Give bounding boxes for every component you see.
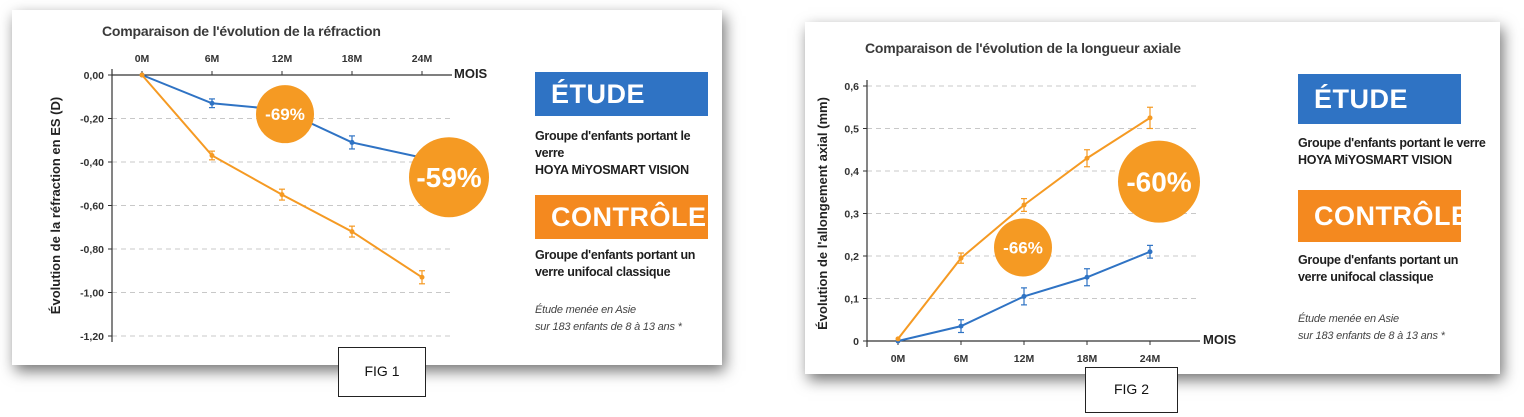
x-tick-label: 6M	[954, 353, 969, 365]
data-point	[349, 229, 355, 235]
axial-length-chart: 0 0,1 0,2 0,3 0,4 0,5 0,6 0M 6M 12M 18M 24M MOIS Évol…	[815, 80, 1237, 365]
study-note: Étude menée en Asie sur 183 enfants de 8…	[1298, 311, 1445, 345]
figure-label-2: FIG 2	[1085, 367, 1178, 413]
y-tick-label: 0	[853, 336, 859, 348]
study-note-line-2: sur 183 enfants de 8 à 13 ans *	[535, 321, 682, 333]
data-point	[1021, 293, 1027, 299]
y-tick-label: -0,60	[80, 201, 104, 213]
data-point	[1084, 155, 1090, 161]
reduction-badge	[409, 137, 489, 218]
y-tick-label: 0,1	[844, 294, 859, 306]
legend-etude-description: Groupe d'enfants portant le verre HOYA M…	[535, 128, 722, 179]
reduction-percent-label: -66%	[1003, 239, 1043, 258]
legend-controle-description: Groupe d'enfants portant un verre unifoc…	[1298, 252, 1458, 286]
legend-etude-line-2: HOYA MiYOSMART VISION	[1298, 153, 1452, 167]
chart-title: Comparaison de l'évolution de la longueu…	[865, 40, 1181, 56]
legend-etude-line-1: Groupe d'enfants portant le verre	[1298, 136, 1486, 150]
axial-length-chart-panel: Comparaison de l'évolution de la longueu…	[805, 22, 1500, 374]
data-point	[139, 72, 145, 78]
data-point	[349, 139, 355, 145]
reduction-percent-label: -60%	[1126, 167, 1191, 198]
data-point	[958, 255, 964, 261]
legend-controle-description: Groupe d'enfants portant un verre unifoc…	[535, 247, 695, 281]
legend-etude-line-2: HOYA MiYOSMART VISION	[535, 163, 689, 177]
y-axis-label: Évolution de l'allongement axial (mm)	[815, 97, 830, 330]
data-point	[958, 323, 964, 329]
reduction-badge	[1118, 140, 1200, 223]
figure-label-1: FIG 1	[338, 347, 426, 397]
study-note-line-1: Étude menée en Asie	[535, 304, 636, 316]
data-point	[1021, 202, 1027, 208]
data-point	[895, 336, 901, 342]
reduction-badge	[256, 85, 314, 144]
reduction-badge	[994, 218, 1052, 277]
data-point	[1147, 115, 1153, 121]
data-point	[209, 152, 215, 158]
data-point	[419, 274, 425, 280]
reduction-percent-label: -69%	[265, 105, 305, 124]
x-tick-label: 0M	[891, 353, 906, 365]
legend-controle-line-2: verre unifocal classique	[1298, 270, 1434, 284]
y-tick-label: 0,3	[844, 209, 859, 221]
y-tick-label: 0,2	[844, 251, 859, 263]
legend-etude-line-1: Groupe d'enfants portant le verre	[535, 129, 691, 160]
x-tick-label: 24M	[1140, 353, 1161, 365]
study-note-line-1: Étude menée en Asie	[1298, 313, 1399, 325]
legend-controle-line-2: verre unifocal classique	[535, 265, 671, 279]
x-tick-label: 18M	[342, 53, 363, 65]
legend-controle-box: CONTRÔLE	[535, 195, 708, 239]
y-tick-label: -0,40	[80, 157, 104, 169]
x-axis-label: MOIS	[454, 66, 488, 81]
legend-controle-line-1: Groupe d'enfants portant un	[535, 248, 696, 262]
chart-title: Comparaison de l'évolution de la réfract…	[102, 23, 381, 39]
data-point	[1147, 249, 1153, 255]
y-tick-label: -0,20	[80, 114, 104, 126]
data-point	[209, 100, 215, 106]
x-tick-label: 12M	[1014, 353, 1035, 365]
x-tick-label: 24M	[412, 53, 433, 65]
refraction-chart-panel: Comparaison de l'évolution de la réfract…	[12, 10, 722, 365]
y-tick-label: -0,80	[80, 244, 104, 256]
x-tick-label: 12M	[272, 53, 293, 65]
refraction-chart: 0,00 -0,20 -0,40 -0,60 -0,80 -1,00 -1,20 0M 6M 12…	[48, 53, 489, 343]
legend-etude-box: ÉTUDE	[535, 72, 708, 116]
legend-etude-box: ÉTUDE	[1298, 74, 1461, 124]
x-axis-label: MOIS	[1203, 332, 1237, 347]
legend-etude-description: Groupe d'enfants portant le verre HOYA M…	[1298, 135, 1486, 169]
reduction-percent-label: -59%	[416, 162, 481, 193]
y-tick-label: 0,6	[844, 81, 859, 93]
data-point	[1084, 274, 1090, 280]
study-note-line-2: sur 183 enfants de 8 à 13 ans *	[1298, 330, 1445, 342]
y-tick-label: 0,00	[84, 70, 105, 82]
x-tick-label: 6M	[205, 53, 220, 65]
y-tick-label: 0,5	[844, 124, 859, 136]
legend-controle-box: CONTRÔLE	[1298, 190, 1469, 242]
legend-controle-line-1: Groupe d'enfants portant un	[1298, 253, 1459, 267]
y-axis-label: Évolution de la réfraction en ES (D)	[48, 97, 63, 314]
x-tick-label: 0M	[135, 53, 150, 65]
y-tick-label: 0,4	[844, 166, 859, 178]
y-tick-label: -1,00	[80, 288, 104, 300]
study-note: Étude menée en Asie sur 183 enfants de 8…	[535, 302, 682, 336]
y-tick-label: -1,20	[80, 331, 104, 343]
data-point	[279, 192, 285, 198]
x-tick-label: 18M	[1077, 353, 1098, 365]
